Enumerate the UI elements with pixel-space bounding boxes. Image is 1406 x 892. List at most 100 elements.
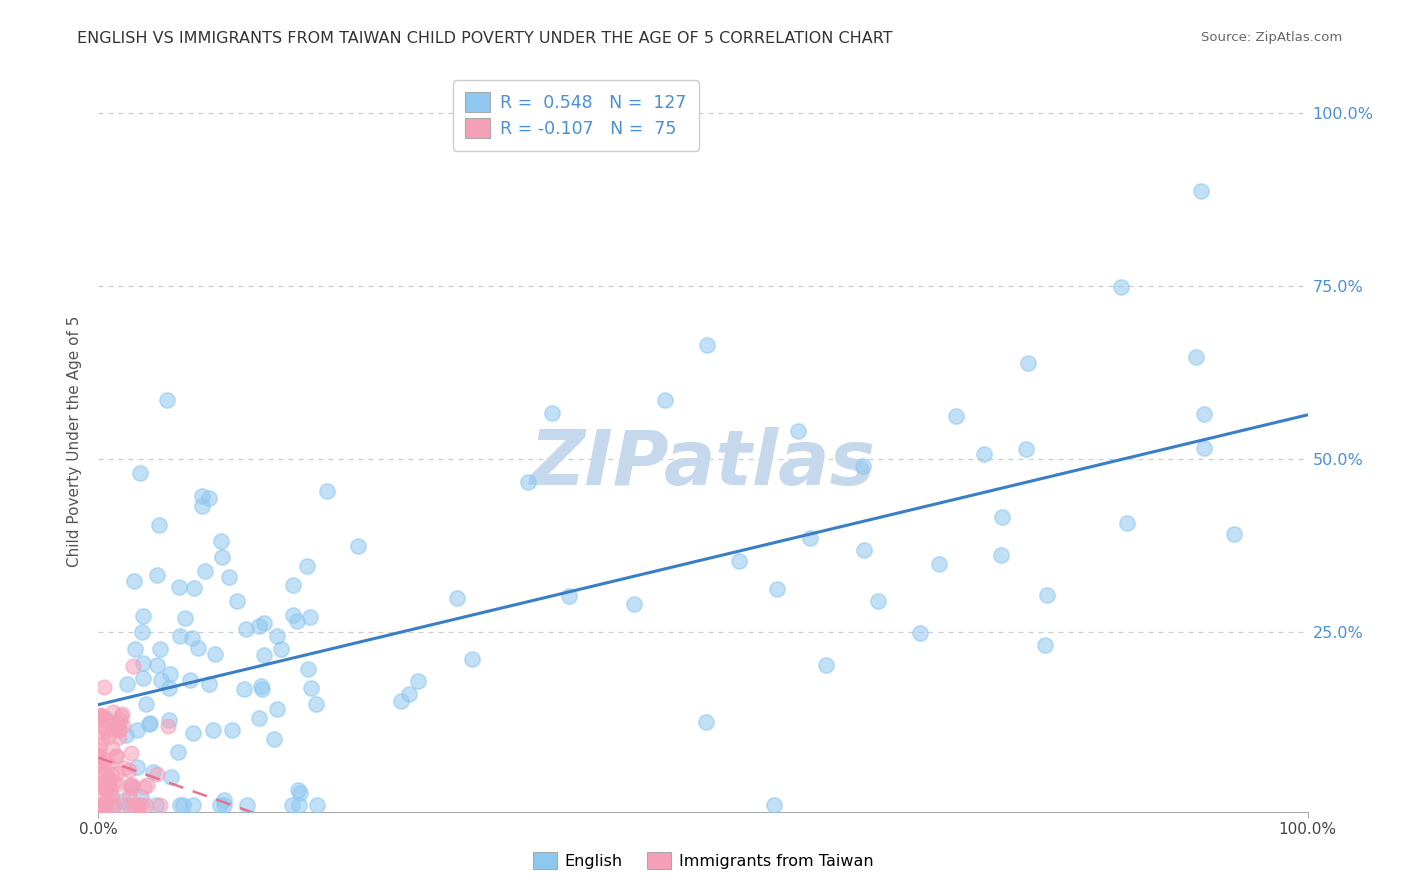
Point xyxy=(94,797,117,812)
Point xyxy=(541,406,564,420)
Point xyxy=(623,597,645,611)
Point xyxy=(93,680,115,694)
Point xyxy=(135,697,157,711)
Point xyxy=(131,624,153,639)
Point xyxy=(945,409,967,424)
Point xyxy=(214,793,236,807)
Point xyxy=(1194,441,1216,455)
Point xyxy=(89,797,111,812)
Point xyxy=(101,797,124,812)
Point xyxy=(991,510,1014,524)
Point xyxy=(94,711,117,725)
Point xyxy=(104,749,127,764)
Point xyxy=(1116,516,1139,531)
Point xyxy=(87,757,110,772)
Point xyxy=(132,671,155,685)
Point xyxy=(305,797,328,812)
Point xyxy=(910,625,932,640)
Point xyxy=(225,594,247,608)
Point xyxy=(145,767,167,781)
Point xyxy=(389,694,412,708)
Point xyxy=(218,570,240,584)
Point xyxy=(787,424,810,438)
Point xyxy=(91,730,114,744)
Point xyxy=(107,720,129,734)
Point xyxy=(263,731,285,746)
Point xyxy=(156,393,179,408)
Point xyxy=(799,531,821,545)
Point xyxy=(169,581,191,595)
Point xyxy=(108,723,131,738)
Point xyxy=(149,642,172,657)
Point xyxy=(728,554,751,568)
Point xyxy=(1111,280,1133,294)
Point xyxy=(90,708,112,723)
Point xyxy=(94,723,117,737)
Point xyxy=(149,797,172,812)
Point xyxy=(517,475,540,489)
Point xyxy=(121,659,143,673)
Point xyxy=(105,749,128,764)
Point xyxy=(270,641,292,656)
Point xyxy=(138,717,160,731)
Point xyxy=(156,719,179,733)
Point xyxy=(89,786,111,800)
Point xyxy=(281,607,304,622)
Point xyxy=(107,731,129,745)
Point xyxy=(169,629,191,643)
Point xyxy=(1192,407,1215,421)
Point xyxy=(101,706,124,720)
Text: ENGLISH VS IMMIGRANTS FROM TAIWAN CHILD POVERTY UNDER THE AGE OF 5 CORRELATION C: ENGLISH VS IMMIGRANTS FROM TAIWAN CHILD … xyxy=(77,31,893,46)
Point xyxy=(87,713,110,727)
Point xyxy=(91,797,114,812)
Point xyxy=(98,789,121,804)
Point xyxy=(142,764,165,779)
Point xyxy=(94,781,117,796)
Point xyxy=(654,392,676,407)
Point xyxy=(172,797,194,812)
Point xyxy=(96,721,118,735)
Point xyxy=(1222,527,1244,541)
Point xyxy=(197,491,219,505)
Point xyxy=(990,548,1012,562)
Point xyxy=(118,789,141,803)
Point xyxy=(148,518,170,533)
Point xyxy=(112,761,135,775)
Point xyxy=(93,774,115,789)
Point xyxy=(91,770,114,784)
Point xyxy=(135,797,157,812)
Point xyxy=(125,797,148,812)
Point xyxy=(145,797,167,812)
Point xyxy=(169,797,191,812)
Point xyxy=(94,753,117,767)
Point xyxy=(157,713,180,727)
Point xyxy=(183,581,205,595)
Point xyxy=(305,697,328,711)
Point xyxy=(1017,356,1039,370)
Point xyxy=(236,797,259,812)
Point xyxy=(111,707,134,722)
Legend: English, Immigrants from Taiwan: English, Immigrants from Taiwan xyxy=(526,846,880,875)
Point xyxy=(290,786,312,800)
Point xyxy=(149,673,172,687)
Point xyxy=(105,765,128,780)
Point xyxy=(98,772,121,786)
Point xyxy=(98,781,121,796)
Point xyxy=(209,533,232,548)
Point xyxy=(204,648,226,662)
Point xyxy=(202,723,225,738)
Point xyxy=(287,797,309,812)
Point xyxy=(98,716,121,731)
Text: ZIPatlas: ZIPatlas xyxy=(530,426,876,500)
Point xyxy=(87,709,110,723)
Point xyxy=(111,719,134,733)
Point xyxy=(125,723,148,738)
Point xyxy=(558,589,581,603)
Point xyxy=(118,763,141,777)
Point xyxy=(247,711,270,725)
Point xyxy=(93,797,115,812)
Point xyxy=(198,677,221,691)
Point xyxy=(159,666,181,681)
Point xyxy=(187,641,209,656)
Point xyxy=(121,778,143,792)
